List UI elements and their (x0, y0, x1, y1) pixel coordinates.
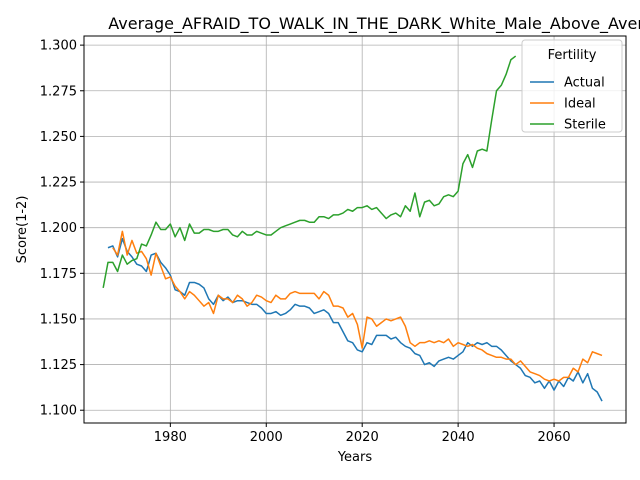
y-tick-label: 1.200 (40, 221, 77, 236)
chart-title: Average_AFRAID_TO_WALK_IN_THE_DARK_White… (108, 14, 640, 34)
series-line-ideal (112, 230, 603, 382)
y-tick-label: 1.250 (40, 130, 77, 145)
y-tick-label: 1.300 (40, 39, 77, 54)
grid (84, 36, 626, 423)
series-line-sterile (102, 55, 517, 289)
axis-ticks: 1980 2000 2020 2040 2060 1.100 1.125 1.150 1.175… (40, 39, 571, 445)
legend-items: Actual Ideal Sterile (530, 76, 606, 133)
x-tick-label: 2000 (250, 430, 283, 445)
series-line-actual (107, 237, 603, 402)
legend-title: Fertility (548, 48, 597, 63)
series-lines (102, 55, 603, 402)
legend-label-actual: Actual (564, 76, 605, 91)
y-tick-label: 1.150 (40, 312, 77, 327)
y-tick-label: 1.100 (40, 404, 77, 419)
x-axis-label: Years (337, 450, 373, 465)
legend-box (521, 39, 623, 133)
y-tick-label: 1.175 (40, 267, 77, 282)
x-tick-label: 2020 (346, 430, 379, 445)
x-tick-label: 1980 (154, 430, 187, 445)
y-tick-label: 1.225 (40, 176, 77, 191)
x-tick-label: 2040 (442, 430, 475, 445)
y-axis-label: Score(1-2) (15, 196, 30, 264)
x-tick-label: 2060 (538, 430, 571, 445)
plot-frame (83, 35, 627, 424)
legend-label-ideal: Ideal (564, 97, 596, 112)
y-tick-label: 1.275 (40, 84, 77, 99)
y-tick-label: 1.125 (40, 358, 77, 373)
legend: Fertility Actual Ideal Sterile (521, 39, 623, 133)
legend-label-sterile: Sterile (564, 118, 606, 133)
